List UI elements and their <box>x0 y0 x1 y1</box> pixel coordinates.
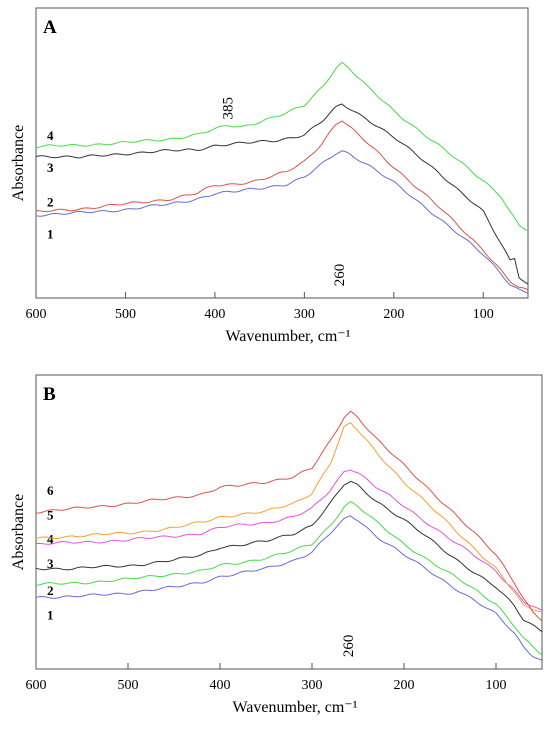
series-5-label: 5 <box>47 507 54 522</box>
peak-annotation-385: 385 <box>220 97 236 120</box>
series-2-label: 2 <box>47 194 54 209</box>
peak-annotation-260: 260 <box>341 635 357 658</box>
x-tick-label: 400 <box>210 678 231 693</box>
series-4-label: 4 <box>47 128 54 143</box>
series-2-line <box>35 120 529 292</box>
series-6-line <box>35 410 543 621</box>
x-tick-label: 100 <box>473 307 494 322</box>
x-tick-label: 400 <box>204 307 225 322</box>
series-4-line <box>35 61 529 232</box>
series-6-label: 6 <box>47 483 54 498</box>
series-2-line <box>35 501 543 656</box>
panel-b: 600 500 400 300 200 100 Wavenumber, cm⁻¹ Absorb… <box>10 374 543 716</box>
x-tick-label: 600 <box>26 678 47 693</box>
series-1-line <box>35 515 543 661</box>
series-1-line <box>35 150 529 294</box>
peak-annotation-260: 260 <box>332 264 348 287</box>
series-1-label: 1 <box>47 227 54 242</box>
panel-letter: A <box>43 17 57 38</box>
y-axis-label: Absorbance <box>10 125 27 201</box>
y-axis-label: Absorbance <box>10 494 27 570</box>
series-3-line <box>35 480 543 632</box>
series-3-label: 3 <box>47 160 54 175</box>
plot-frame <box>35 7 529 299</box>
series-2-label: 2 <box>47 583 54 598</box>
series-5-line <box>35 422 543 613</box>
series-3-label: 3 <box>47 556 54 571</box>
x-axis-label: Wavenumber, cm⁻¹ <box>232 699 357 716</box>
x-tick-label: 500 <box>118 678 139 693</box>
x-tick-label: 100 <box>486 678 507 693</box>
x-axis-label: Wavenumber, cm⁻¹ <box>225 328 350 345</box>
series-3-line <box>35 103 529 285</box>
series-4-label: 4 <box>47 532 54 547</box>
panel-letter: B <box>43 384 56 405</box>
x-tick-label: 600 <box>26 307 47 322</box>
x-tick-label: 300 <box>302 678 323 693</box>
x-tick-label: 200 <box>383 307 404 322</box>
x-tick-label: 500 <box>115 307 136 322</box>
series-1-label: 1 <box>47 607 54 622</box>
x-tick-label: 200 <box>394 678 415 693</box>
plot-frame <box>35 374 543 670</box>
x-tick-label: 300 <box>294 307 315 322</box>
panel-a: 600 500 400 300 200 100 Wavenumber, cm⁻¹ Absorb… <box>10 7 529 345</box>
series-4-line <box>35 469 543 612</box>
